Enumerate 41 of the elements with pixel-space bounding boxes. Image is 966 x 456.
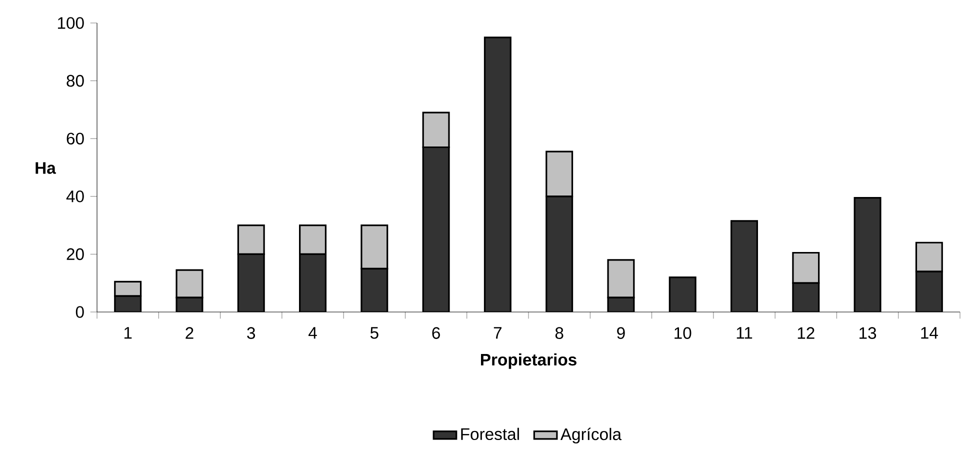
bar — [299, 253, 327, 312]
x-tick-label: 7 — [494, 327, 502, 339]
bar — [546, 150, 574, 198]
bar — [854, 197, 882, 312]
legend-label: Agrícola — [560, 428, 622, 444]
x-tick-label: 12 — [798, 327, 814, 339]
bar — [730, 220, 758, 312]
bar — [607, 259, 635, 298]
y-tick-label: 0 — [76, 306, 84, 318]
bar — [360, 224, 388, 270]
x-tick-label: 6 — [432, 327, 440, 339]
x-tick-label: 5 — [370, 327, 378, 339]
y-tick-label: 100 — [58, 17, 84, 29]
y-axis-title: Ha — [36, 162, 56, 174]
x-tick-label: 4 — [308, 327, 317, 339]
x-tick-label: 10 — [674, 327, 692, 339]
x-tick-label: 14 — [921, 327, 938, 339]
x-tick-label: 11 — [736, 327, 752, 339]
y-tick-label: 60 — [66, 132, 84, 144]
x-tick-label: 1 — [124, 327, 132, 339]
x-tick-label: 13 — [860, 327, 876, 339]
bar — [176, 269, 204, 298]
x-tick-label: 3 — [247, 327, 256, 339]
x-tick-label: 8 — [555, 327, 564, 339]
y-tick-label: 80 — [66, 74, 84, 87]
x-tick-label: 2 — [186, 327, 194, 339]
bar — [299, 224, 327, 255]
bar — [422, 146, 450, 312]
legend-label: Forestal — [461, 428, 519, 440]
bar — [237, 224, 265, 255]
bar — [546, 196, 574, 312]
bar — [484, 36, 512, 312]
y-tick-label: 20 — [66, 248, 84, 260]
bar — [422, 112, 450, 148]
y-tick-label: 40 — [66, 190, 84, 202]
x-axis-title: Propietarios — [480, 353, 576, 369]
bar — [792, 252, 820, 284]
bar — [915, 270, 943, 312]
bar — [237, 253, 265, 312]
x-tick-label: 9 — [617, 327, 625, 339]
bar — [668, 276, 696, 312]
